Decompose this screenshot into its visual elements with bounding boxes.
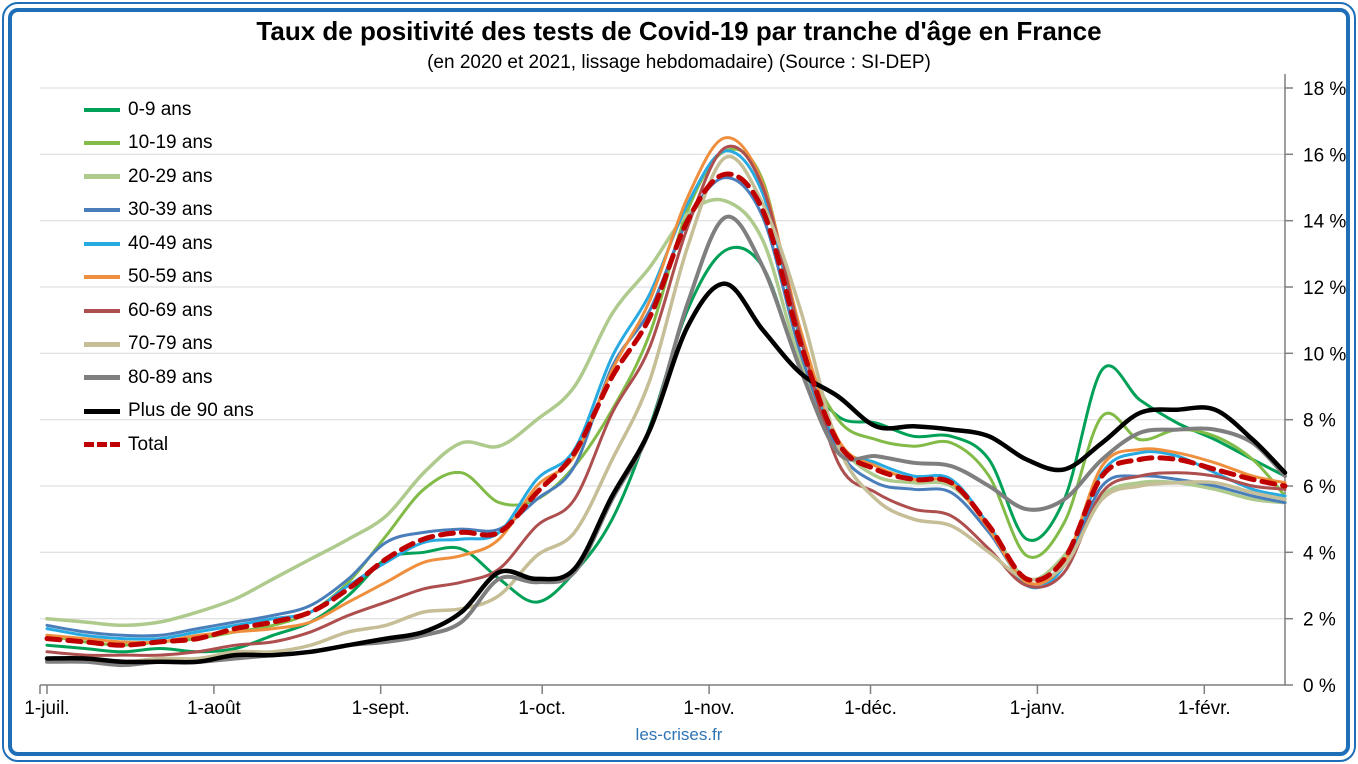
legend-label-plus-de-90-ans: Plus de 90 ans — [128, 400, 254, 422]
legend-label-80-89-ans: 80-89 ans — [128, 366, 213, 388]
legend-label-70-79-ans: 70-79 ans — [128, 333, 213, 355]
legend-item-30-39-ans: 30-39 ans — [84, 194, 254, 228]
legend-item-total: Total — [84, 428, 254, 462]
legend-swatch-30-39-ans — [84, 208, 120, 213]
legend-label-0-9-ans: 0-9 ans — [128, 98, 192, 120]
chart-legend: 0-9 ans 10-19 ans 20-29 ans 30-39 ans 40-49 … — [84, 93, 254, 462]
x-tick-label: 1-juil. — [24, 698, 69, 719]
legend-label-50-59-ans: 50-59 ans — [128, 266, 213, 288]
legend-item-0-9-ans: 0-9 ans — [84, 93, 254, 127]
legend-swatch-0-9-ans — [84, 107, 120, 112]
legend-label-total: Total — [128, 433, 169, 455]
x-tick-label: 1-sept. — [352, 698, 410, 719]
x-tick-label: 1-août — [187, 698, 242, 719]
legend-item-40-49-ans: 40-49 ans — [84, 227, 254, 261]
series-line-total — [44, 171, 1288, 648]
x-tick-label: 1-janv. — [1010, 698, 1066, 719]
x-tick-label: 1-déc. — [844, 698, 897, 719]
legend-swatch-plus-de-90-ans — [84, 408, 120, 414]
legend-swatch-40-49-ans — [84, 241, 120, 246]
y-tick-label: 10 % — [1303, 344, 1346, 365]
series-line-plus-de-90-ans — [44, 281, 1288, 665]
legend-swatch-10-19-ans — [84, 141, 120, 146]
y-tick-label: 2 % — [1303, 610, 1336, 631]
legend-swatch-50-59-ans — [84, 275, 120, 280]
legend-swatch-total — [84, 442, 120, 448]
y-tick-label: 12 % — [1303, 278, 1346, 299]
legend-item-70-79-ans: 70-79 ans — [84, 328, 254, 362]
y-tick-label: 6 % — [1303, 477, 1336, 498]
y-tick-label: 8 % — [1303, 411, 1336, 432]
legend-item-60-69-ans: 60-69 ans — [84, 294, 254, 328]
legend-item-80-89-ans: 80-89 ans — [84, 361, 254, 395]
series-line-70-79-ans — [45, 154, 1287, 664]
legend-swatch-20-29-ans — [84, 174, 120, 180]
legend-swatch-70-79-ans — [84, 341, 120, 347]
legend-swatch-80-89-ans — [84, 375, 120, 381]
y-tick-label: 0 % — [1303, 676, 1336, 697]
legend-label-10-19-ans: 10-19 ans — [128, 132, 213, 154]
x-tick-label: 1-nov. — [683, 698, 734, 719]
x-tick-label: 1-oct. — [518, 698, 566, 719]
source-watermark: les-crises.fr — [635, 725, 723, 744]
y-tick-label: 14 % — [1303, 212, 1346, 233]
page-title: Taux de positivité des tests de Covid-19… — [256, 16, 1102, 46]
legend-swatch-60-69-ans — [84, 308, 120, 313]
legend-item-plus-de-90-ans: Plus de 90 ans — [84, 395, 254, 429]
chart-subtitle: (en 2020 et 2021, lissage hebdomadaire) … — [427, 52, 931, 73]
y-tick-label: 16 % — [1303, 145, 1346, 166]
x-tick-label: 1-févr. — [1178, 698, 1231, 719]
legend-label-30-39-ans: 30-39 ans — [128, 199, 213, 221]
legend-item-20-29-ans: 20-29 ans — [84, 160, 254, 194]
legend-item-50-59-ans: 50-59 ans — [84, 261, 254, 295]
legend-label-60-69-ans: 60-69 ans — [128, 299, 213, 321]
legend-label-40-49-ans: 40-49 ans — [128, 232, 213, 254]
legend-item-10-19-ans: 10-19 ans — [84, 127, 254, 161]
y-tick-label: 4 % — [1303, 543, 1336, 564]
series-line-40-49-ans — [45, 149, 1287, 641]
y-tick-label: 18 % — [1303, 79, 1346, 100]
legend-label-20-29-ans: 20-29 ans — [128, 165, 213, 187]
series-line-60-69-ans — [45, 144, 1287, 657]
